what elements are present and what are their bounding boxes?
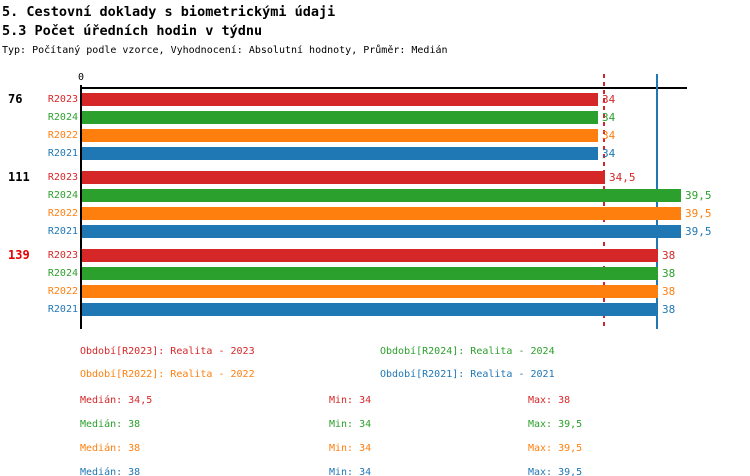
- stat-median: Medián: 34,5: [80, 395, 153, 406]
- series-label: R2024: [47, 190, 78, 201]
- axis-zero-label: 0: [77, 72, 85, 83]
- data-bar: [82, 147, 598, 160]
- stat-max: Max: 38: [528, 395, 571, 406]
- series-label: R2021: [47, 148, 78, 159]
- data-bar: [82, 285, 658, 298]
- data-bar: [82, 249, 658, 262]
- series-label: R2024: [47, 112, 78, 123]
- bar-value-label: 38: [662, 249, 676, 262]
- stat-min: Min: 34: [329, 443, 372, 454]
- series-label: R2023: [47, 94, 78, 105]
- data-bar: [82, 129, 598, 142]
- series-label: R2023: [47, 250, 78, 261]
- data-bar: [82, 189, 681, 202]
- stat-median: Medián: 38: [80, 419, 141, 430]
- stat-min: Min: 34: [329, 395, 372, 406]
- bar-value-label: 38: [662, 267, 676, 280]
- series-label: R2022: [47, 286, 78, 297]
- data-bar: [82, 111, 598, 124]
- group-label: 111: [8, 170, 30, 184]
- stat-median: Medián: 38: [80, 443, 141, 454]
- stat-max: Max: 39,5: [528, 419, 583, 430]
- series-label: R2021: [47, 304, 78, 315]
- data-bar: [82, 267, 658, 280]
- legend-item: Období[R2022]: Realita - 2022: [80, 369, 255, 380]
- data-bar: [82, 207, 681, 220]
- bar-value-label: 38: [662, 285, 676, 298]
- x-axis-line: [80, 87, 687, 89]
- bar-value-label: 34: [602, 111, 616, 124]
- data-bar: [82, 171, 605, 184]
- series-label: R2024: [47, 268, 78, 279]
- legend-item: Období[R2024]: Realita - 2024: [380, 346, 555, 357]
- legend-item: Období[R2023]: Realita - 2023: [80, 346, 255, 357]
- bar-value-label: 39,5: [685, 225, 712, 238]
- bar-value-label: 34: [602, 129, 616, 142]
- data-bar: [82, 93, 598, 106]
- y-axis-line: [80, 85, 82, 329]
- bar-value-label: 34,5: [609, 171, 636, 184]
- stat-min: Min: 34: [329, 467, 372, 476]
- series-label: R2022: [47, 130, 78, 141]
- page-subtitle: 5.3 Počet úředních hodin v týdnu: [2, 23, 263, 39]
- series-label: R2021: [47, 226, 78, 237]
- stat-min: Min: 34: [329, 419, 372, 430]
- legend-item: Období[R2021]: Realita - 2021: [380, 369, 555, 380]
- group-label: 76: [8, 92, 23, 106]
- bar-value-label: 39,5: [685, 189, 712, 202]
- page-title: 5. Cestovní doklady s biometrickými údaj…: [2, 4, 336, 20]
- data-bar: [82, 225, 681, 238]
- stat-max: Max: 39,5: [528, 443, 583, 454]
- series-label: R2023: [47, 172, 78, 183]
- chart-meta-line: Typ: Počítaný podle vzorce, Vyhodnocení:…: [2, 45, 448, 56]
- bar-value-label: 38: [662, 303, 676, 316]
- stat-max: Max: 39,5: [528, 467, 583, 476]
- bar-value-label: 39,5: [685, 207, 712, 220]
- group-label: 139: [8, 248, 30, 262]
- bar-value-label: 34: [602, 147, 616, 160]
- bar-value-label: 34: [602, 93, 616, 106]
- stat-median: Medián: 38: [80, 467, 141, 476]
- data-bar: [82, 303, 658, 316]
- series-label: R2022: [47, 208, 78, 219]
